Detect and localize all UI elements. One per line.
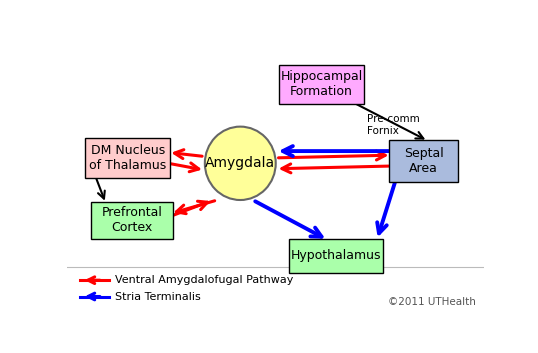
Text: Hypothalamus: Hypothalamus bbox=[291, 249, 381, 262]
Text: DM Nucleus
of Thalamus: DM Nucleus of Thalamus bbox=[89, 144, 166, 172]
FancyBboxPatch shape bbox=[279, 65, 364, 104]
FancyBboxPatch shape bbox=[91, 202, 173, 239]
Text: Stria Terminalis: Stria Terminalis bbox=[115, 292, 201, 301]
Text: Pre-comm
Fornix: Pre-comm Fornix bbox=[367, 114, 420, 136]
Text: Prefrontal
Cortex: Prefrontal Cortex bbox=[102, 207, 162, 234]
Ellipse shape bbox=[205, 127, 275, 200]
Text: ©2011 UTHealth: ©2011 UTHealth bbox=[388, 297, 476, 307]
Text: Amygdala: Amygdala bbox=[205, 156, 275, 170]
Text: Ventral Amygdalofugal Pathway: Ventral Amygdalofugal Pathway bbox=[115, 275, 294, 285]
FancyBboxPatch shape bbox=[85, 138, 171, 178]
Text: Septal
Area: Septal Area bbox=[404, 146, 444, 175]
Text: Hippocampal
Formation: Hippocampal Formation bbox=[280, 71, 363, 98]
FancyBboxPatch shape bbox=[390, 139, 458, 182]
FancyBboxPatch shape bbox=[289, 239, 383, 273]
